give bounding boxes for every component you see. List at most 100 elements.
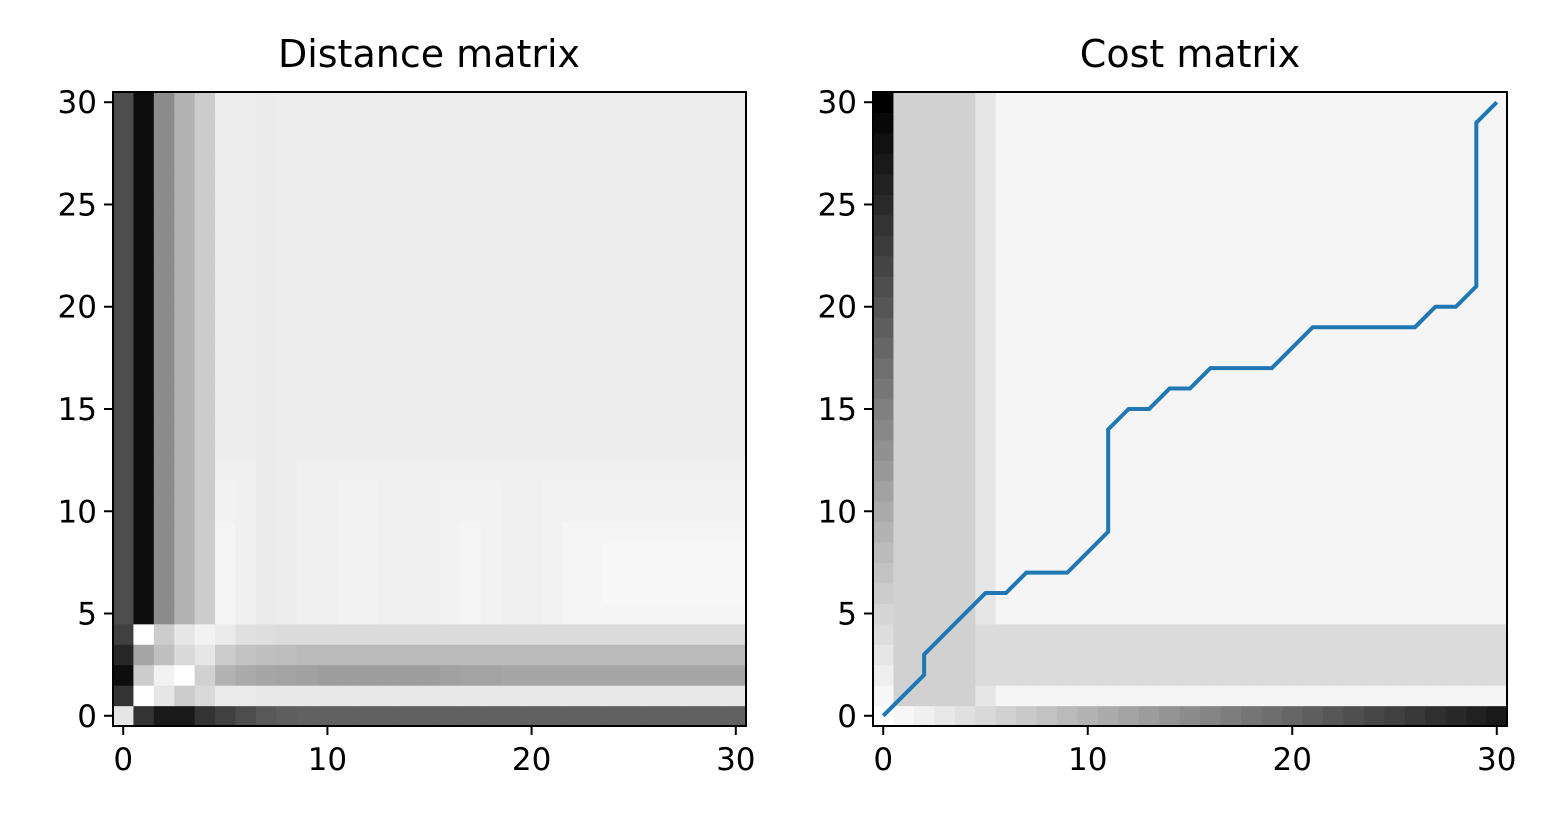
heatmap-cell	[1261, 214, 1283, 236]
heatmap-cell	[378, 153, 400, 175]
heatmap-cell	[873, 337, 895, 359]
heatmap-cell	[337, 194, 359, 216]
heatmap-cell	[562, 521, 584, 543]
heatmap-cell	[913, 153, 935, 175]
heatmap-cell	[562, 398, 584, 420]
heatmap-cell	[1343, 235, 1365, 257]
heatmap-cell	[521, 603, 543, 625]
heatmap-cell	[419, 685, 441, 707]
heatmap-cell	[215, 582, 237, 604]
heatmap-cell	[893, 378, 915, 400]
heatmap-cell	[603, 132, 625, 154]
heatmap-cell	[995, 439, 1017, 461]
heatmap-cell	[133, 664, 155, 686]
heatmap-cell	[1077, 316, 1099, 339]
heatmap-cell	[1118, 112, 1140, 134]
heatmap-cell	[1097, 296, 1120, 318]
heatmap-cell	[1282, 623, 1304, 645]
heatmap-cell	[1159, 623, 1181, 645]
heatmap-cell	[194, 316, 216, 339]
heatmap-cell	[378, 296, 400, 318]
heatmap-cell	[113, 296, 135, 318]
heatmap-cell	[296, 664, 318, 686]
heatmap-cell	[893, 439, 915, 461]
heatmap-cell	[1057, 92, 1079, 114]
heatmap-cell	[725, 357, 747, 379]
heatmap-cell	[705, 501, 727, 523]
heatmap-cell	[1445, 255, 1467, 277]
heatmap-cell	[153, 112, 175, 134]
heatmap-cell	[1282, 603, 1304, 625]
heatmap-cell	[562, 439, 584, 461]
heatmap-cell	[1200, 460, 1222, 482]
heatmap-cell	[194, 705, 216, 727]
heatmap-cell	[582, 644, 604, 666]
heatmap-cell	[378, 357, 400, 379]
heatmap-cell	[113, 603, 135, 625]
heatmap-cell	[893, 153, 915, 175]
heatmap-cell	[562, 480, 584, 502]
heatmap-cell	[643, 460, 665, 482]
heatmap-cell	[174, 582, 196, 604]
heatmap-cell	[1261, 603, 1283, 625]
heatmap-cell	[541, 460, 563, 482]
heatmap-cell	[255, 521, 277, 543]
heatmap-cell	[1097, 541, 1120, 563]
heatmap-cell	[378, 439, 400, 461]
heatmap-cell	[1118, 521, 1140, 543]
heatmap-cell	[582, 316, 604, 339]
heatmap-cell	[1220, 235, 1242, 257]
heatmap-cell	[705, 439, 727, 461]
distance-matrix-title: Distance matrix	[278, 32, 580, 76]
heatmap-cell	[358, 173, 380, 195]
heatmap-cell	[975, 541, 997, 563]
heatmap-cell	[1118, 276, 1140, 298]
heatmap-cell	[460, 664, 482, 686]
heatmap-cell	[1179, 235, 1201, 257]
heatmap-cell	[113, 194, 135, 216]
heatmap-cell	[1384, 664, 1406, 686]
heatmap-cell	[643, 439, 665, 461]
heatmap-cell	[317, 112, 339, 134]
heatmap-cell	[1097, 235, 1120, 257]
heatmap-cell	[500, 132, 522, 154]
heatmap-cell	[439, 664, 461, 686]
heatmap-cell	[1486, 460, 1508, 482]
heatmap-cell	[603, 378, 625, 400]
heatmap-cell	[1343, 132, 1365, 154]
heatmap-cell	[1097, 644, 1120, 666]
heatmap-cell	[1241, 419, 1263, 441]
heatmap-cell	[913, 194, 935, 216]
heatmap-cell	[995, 623, 1017, 645]
heatmap-cell	[500, 685, 522, 707]
heatmap-cell	[1363, 296, 1385, 318]
heatmap-cell	[975, 112, 997, 134]
heatmap-cell	[1363, 398, 1385, 420]
heatmap-cell	[954, 173, 976, 195]
heatmap-cell	[1404, 541, 1426, 563]
heatmap-cell	[1343, 521, 1365, 543]
heatmap-cell	[358, 521, 380, 543]
heatmap-cell	[913, 603, 935, 625]
heatmap-cell	[995, 337, 1017, 359]
heatmap-cell	[480, 337, 502, 359]
heatmap-cell	[480, 194, 502, 216]
heatmap-cell	[1466, 419, 1488, 441]
heatmap-cell	[133, 644, 155, 666]
heatmap-cell	[174, 623, 196, 645]
heatmap-cell	[954, 255, 976, 277]
heatmap-cell	[1118, 214, 1140, 236]
heatmap-cell	[582, 398, 604, 420]
heatmap-cell	[1036, 255, 1058, 277]
heatmap-cell	[1241, 521, 1263, 543]
heatmap-cell	[725, 541, 747, 563]
heatmap-cell	[113, 214, 135, 236]
heatmap-cell	[1241, 194, 1263, 216]
heatmap-cell	[603, 541, 625, 563]
heatmap-cell	[1363, 541, 1385, 563]
heatmap-cell	[725, 337, 747, 359]
y-tick-label: 0	[837, 699, 857, 735]
heatmap-cell	[378, 255, 400, 277]
heatmap-cell	[1118, 439, 1140, 461]
